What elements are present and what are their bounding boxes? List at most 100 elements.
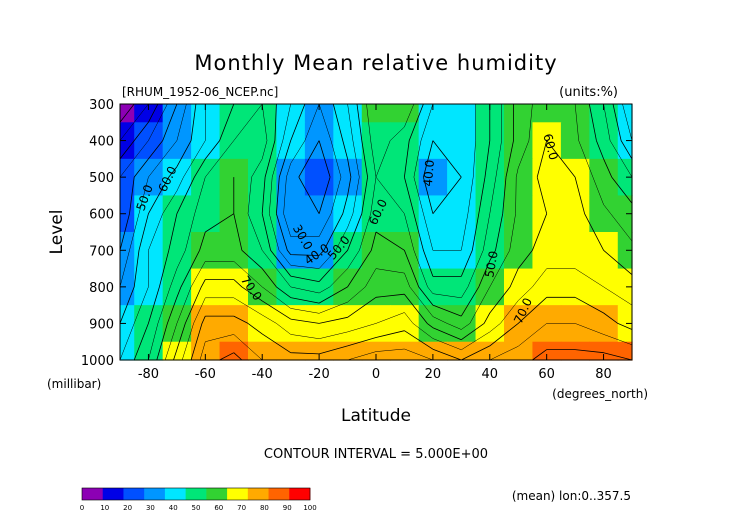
heatmap-cell — [134, 122, 164, 160]
heatmap-cell — [560, 122, 590, 160]
heatmap-cell — [447, 195, 477, 233]
heatmap-cell — [361, 305, 391, 343]
heatmap-cell — [418, 341, 448, 361]
x-axis-ticks: -80 -60 -40 -20 0 20 40 60 80 — [138, 104, 612, 382]
heatmap-cell — [617, 122, 633, 160]
colorbar-tick-label: 0 — [80, 504, 84, 512]
y-tick-label: 600 — [89, 208, 114, 223]
heatmap-cell — [390, 104, 420, 123]
heatmap-cell — [219, 104, 249, 123]
heatmap-cell — [191, 305, 221, 343]
x-tick-label: 20 — [425, 367, 442, 382]
heatmap-cell — [333, 122, 363, 160]
heatmap-cell — [162, 104, 192, 123]
heatmap-cell — [418, 268, 448, 306]
heatmap-cell — [162, 341, 192, 361]
heatmap-cell — [589, 305, 619, 343]
heatmap-cell — [532, 104, 562, 123]
heatmap-cell — [475, 341, 505, 361]
colorbar-swatch — [82, 488, 104, 500]
heatmap-cell — [390, 305, 420, 343]
heatmap-cell — [447, 104, 477, 123]
heatmap-cell — [191, 232, 221, 270]
heatmap-cell — [560, 268, 590, 306]
x-tick-label: -60 — [195, 367, 216, 382]
heatmap-cell — [390, 341, 420, 361]
colorbar-swatch — [144, 488, 166, 500]
colorbar-tick-label: 20 — [123, 504, 132, 512]
heatmap-cell — [617, 268, 633, 306]
x-axis-unit: (degrees_north) — [552, 387, 648, 401]
heatmap-cell — [560, 341, 590, 361]
heatmap-cell — [219, 305, 249, 343]
heatmap-cell — [589, 104, 619, 123]
colorbar-swatch — [247, 488, 269, 500]
colorbar-swatch — [268, 488, 290, 500]
heatmap-cell — [304, 158, 334, 197]
contour-line — [133, 103, 633, 361]
contour-line — [173, 140, 633, 361]
heatmap-cell — [276, 232, 306, 270]
contour-lines — [119, 103, 633, 361]
heatmap-cell — [248, 305, 278, 343]
heatmap-cell — [504, 195, 534, 233]
contour-label: 40.0 — [421, 159, 437, 187]
x-tick-label: 40 — [482, 367, 499, 382]
contour-line — [119, 103, 342, 287]
y-tick-label: 400 — [89, 135, 114, 150]
heatmap-cell — [560, 195, 590, 233]
heatmap-cell — [589, 195, 619, 233]
heatmap-cell — [447, 232, 477, 270]
contour-line — [148, 103, 633, 361]
contour-label: 60.0 — [540, 132, 560, 161]
y-tick-label: 900 — [89, 317, 114, 332]
contour-line — [119, 103, 159, 160]
heatmap-cell — [475, 232, 505, 270]
heatmap-cell — [134, 104, 164, 123]
heatmap-cell — [418, 232, 448, 270]
heatmap-cell — [617, 305, 633, 343]
heatmap-cell — [617, 232, 633, 270]
contour-line — [119, 103, 168, 178]
y-tick-label: 1000 — [81, 354, 114, 369]
heatmap-cell — [617, 195, 633, 233]
colorbar-tick-label: 80 — [260, 504, 269, 512]
heatmap-cell — [162, 122, 192, 160]
heatmap-cell — [532, 158, 562, 197]
heatmap-cell — [475, 195, 505, 233]
heatmap-cell — [390, 122, 420, 160]
units-label: (units:%) — [559, 85, 618, 100]
heatmap-cell — [361, 122, 391, 160]
x-tick-label: -20 — [308, 367, 329, 382]
heatmap-cell — [191, 341, 221, 361]
heatmap-cell — [447, 341, 477, 361]
contour-line — [219, 349, 633, 361]
colorbar-tick-label: 100 — [303, 504, 316, 512]
y-tick-label: 300 — [89, 98, 114, 113]
heatmap-cell — [532, 305, 562, 343]
x-tick-label: 0 — [372, 367, 380, 382]
heatmap-cell — [504, 268, 534, 306]
heatmap-cell — [191, 122, 221, 160]
colorbar-frame — [81, 487, 311, 501]
heatmap-cell — [248, 104, 278, 123]
contour-label: 50.0 — [482, 250, 500, 279]
heatmap-cell — [361, 232, 391, 270]
heatmap-cell — [532, 232, 562, 270]
heatmap-cell — [191, 158, 221, 197]
heatmap-cell — [120, 158, 135, 197]
heatmap-cell — [589, 341, 619, 361]
heatmap-cell — [361, 268, 391, 306]
heatmap-cell — [248, 122, 278, 160]
heatmap-cell — [333, 158, 363, 197]
heatmap-cell — [248, 158, 278, 197]
colorbar-tick-label: 90 — [283, 504, 292, 512]
heatmap-cell — [304, 341, 334, 361]
heatmap-cell — [134, 341, 164, 361]
heatmap-cell — [532, 268, 562, 306]
y-axis-ticks: 300 400 500 600 700 800 900 1000 — [81, 98, 632, 369]
heatmap-cell — [134, 268, 164, 306]
heatmap-cell — [504, 232, 534, 270]
heatmap-cell — [162, 232, 192, 270]
